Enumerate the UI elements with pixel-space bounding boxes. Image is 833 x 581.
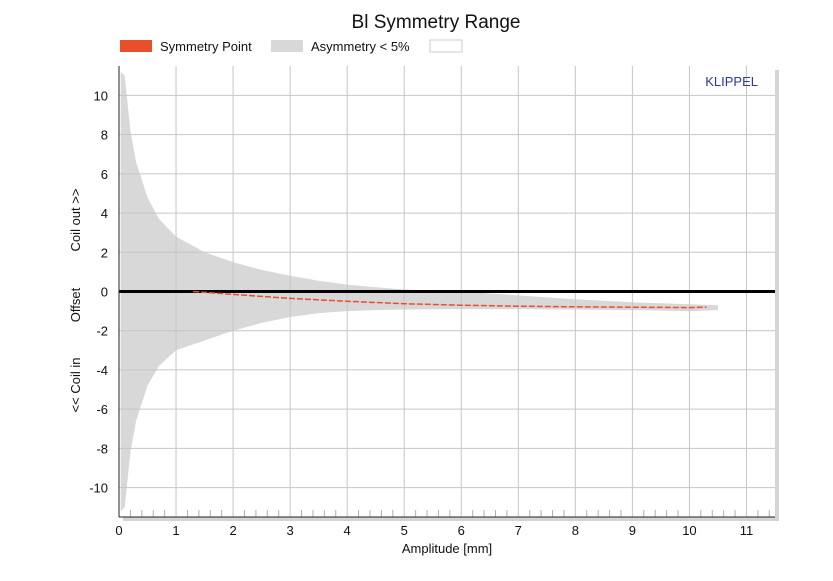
x-tick-label: 5 <box>401 523 408 538</box>
klippel-brand: KLIPPEL <box>705 74 758 89</box>
x-tick-label: 2 <box>229 523 236 538</box>
plot-area: 0 1 2 3 4 5 6 7 8 9 10 11 10 8 6 4 2 0 -2 -4 -6 -8 -10 <box>89 66 779 538</box>
legend: Symmetry Point Asymmetry < 5% <box>120 39 463 54</box>
legend-swatch-asymmetry <box>271 40 303 52</box>
x-tick-label: 0 <box>115 523 122 538</box>
y-tick-label: 0 <box>101 285 108 300</box>
x-tick-label: 9 <box>629 523 636 538</box>
y-tick-label: -2 <box>96 324 108 339</box>
x-tick-label: 10 <box>682 523 696 538</box>
legend-swatch-empty <box>429 39 463 53</box>
x-tick-label: 1 <box>172 523 179 538</box>
y-axis-label-lower: << Coil in <box>68 358 83 413</box>
x-tick-label: 8 <box>572 523 579 538</box>
symmetry-point-line <box>193 290 707 309</box>
y-tick-label: -8 <box>96 441 108 456</box>
y-tick-label: 8 <box>101 128 108 143</box>
x-tick-label: 11 <box>740 523 754 538</box>
legend-swatch-symmetry-point <box>120 40 152 52</box>
legend-label-asymmetry: Asymmetry < 5% <box>311 39 410 54</box>
y-tick-label: 2 <box>101 245 108 260</box>
y-tick-label: -4 <box>96 363 108 378</box>
y-tick-label: 10 <box>94 88 108 103</box>
x-axis-label: Amplitude [mm] <box>402 541 492 556</box>
x-tick-label: 7 <box>515 523 522 538</box>
x-tick-label: 4 <box>344 523 351 538</box>
y-tick-label: -10 <box>89 481 108 496</box>
y-axis-label-middle: Offset <box>68 287 83 322</box>
y-tick-label: -6 <box>96 402 108 417</box>
chart-title: Bl Symmetry Range <box>352 12 521 33</box>
y-tick-label: 6 <box>101 167 108 182</box>
legend-label-symmetry-point: Symmetry Point <box>160 39 252 54</box>
y-tick-label: 4 <box>101 206 108 221</box>
y-axis-label-upper: Coil out >> <box>68 189 83 252</box>
y-axis-label: Coil out >> Offset << Coil in <box>68 189 83 413</box>
x-tick-label: 6 <box>458 523 465 538</box>
x-tick-label: 3 <box>287 523 294 538</box>
